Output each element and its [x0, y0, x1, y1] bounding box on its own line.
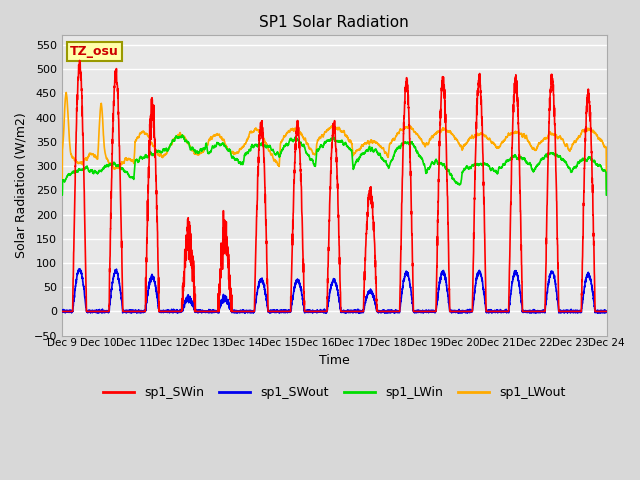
Text: TZ_osu: TZ_osu: [70, 45, 118, 58]
Legend: sp1_SWin, sp1_SWout, sp1_LWin, sp1_LWout: sp1_SWin, sp1_SWout, sp1_LWin, sp1_LWout: [98, 382, 571, 405]
Y-axis label: Solar Radiation (W/m2): Solar Radiation (W/m2): [15, 113, 28, 258]
Title: SP1 Solar Radiation: SP1 Solar Radiation: [259, 15, 409, 30]
X-axis label: Time: Time: [319, 354, 349, 367]
